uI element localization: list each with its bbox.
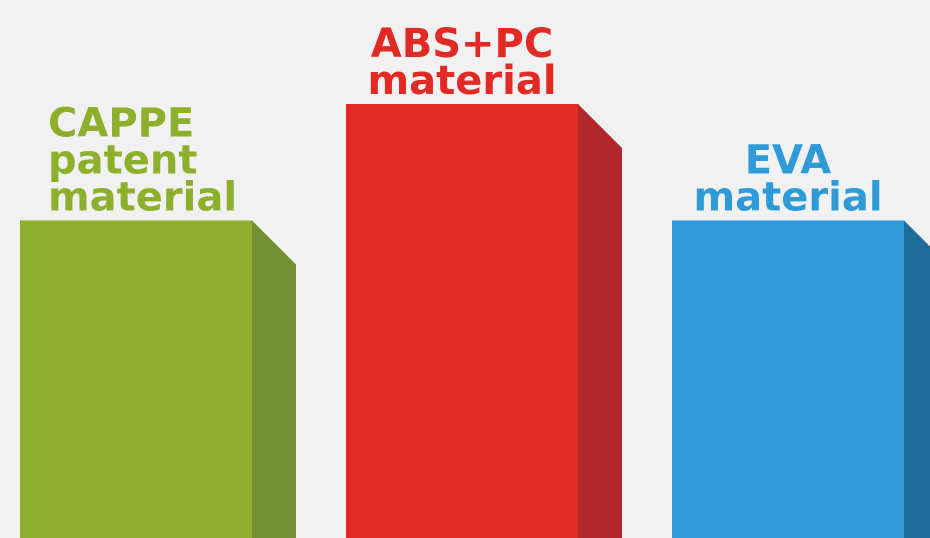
bar-group-3: EVA material [672, 137, 930, 538]
category-label-line: material [693, 174, 882, 220]
bar-3 [672, 220, 904, 538]
category-label-line: material [48, 174, 237, 220]
bar-side-3 [904, 220, 930, 538]
bar-side-1 [252, 220, 296, 538]
category-label-line: material [367, 58, 556, 104]
category-label-3: EVA material [693, 137, 882, 220]
bar-group-1: CAPPE patent material [20, 100, 296, 538]
bar-group-2: ABS+PC material [346, 21, 622, 538]
category-label-1: CAPPE patent material [48, 100, 237, 220]
bar-1 [20, 220, 252, 538]
category-label-2: ABS+PC material [367, 21, 556, 104]
bar-side-2 [578, 104, 622, 538]
bar-2 [346, 104, 578, 538]
